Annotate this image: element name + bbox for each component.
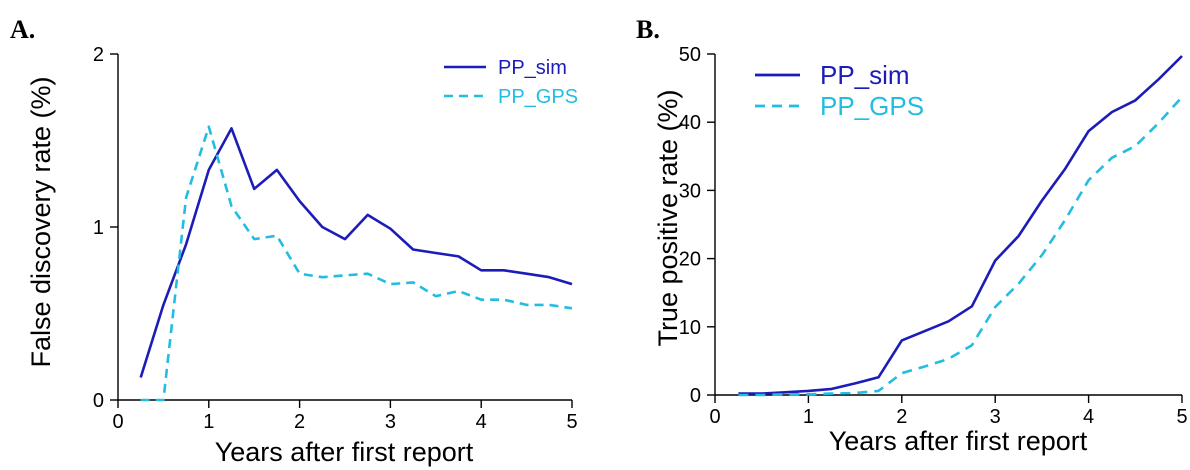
panel-b-series-pp-gps-line bbox=[738, 96, 1183, 397]
panel-a-series-pp-sim-line bbox=[139, 127, 573, 378]
panel-a-x-ticks: 0 1 2 3 4 5 bbox=[112, 400, 578, 433]
panel-b-y-tick-label: 50 bbox=[679, 44, 701, 66]
panel-a: A. 0 1 2 3 4 5 0 1 2 Years after first report F… bbox=[10, 15, 578, 467]
panel-b-y-tick-label: 10 bbox=[679, 317, 701, 339]
panel-b-series bbox=[738, 55, 1183, 397]
panel-b-series-pp-sim-line bbox=[738, 55, 1183, 395]
panel-a-x-tick-label: 3 bbox=[385, 411, 396, 433]
panel-a-y-axis-title: False discovery rate (%) bbox=[26, 76, 56, 367]
panel-a-y-tick-label: 0 bbox=[93, 390, 104, 412]
panel-b-x-tick-label: 5 bbox=[1176, 406, 1187, 428]
panel-a-legend-pp-gps-label: PP_GPS bbox=[498, 86, 578, 108]
panel-a-x-tick-label: 1 bbox=[203, 411, 214, 433]
panel-b-label: B. bbox=[636, 15, 660, 44]
panel-b-axes: 0 1 2 3 4 5 0 10 20 30 40 50 bbox=[679, 44, 1188, 428]
panel-a-y-tick-label: 1 bbox=[93, 217, 104, 239]
panel-b-x-tick-label: 4 bbox=[1083, 406, 1094, 428]
panel-a-label: A. bbox=[10, 15, 35, 44]
panel-b-y-tick-label: 20 bbox=[679, 249, 701, 271]
panel-a-x-tick-label: 2 bbox=[294, 411, 305, 433]
panel-b-x-ticks: 0 1 2 3 4 5 bbox=[709, 395, 1188, 428]
panel-b-y-tick-label: 0 bbox=[690, 385, 701, 407]
panel-b-legend-pp-sim-label: PP_sim bbox=[820, 60, 910, 90]
panel-a-series-pp-gps-line bbox=[140, 125, 573, 402]
panel-b-x-axis-title: Years after first report bbox=[829, 426, 1088, 456]
panel-a-x-tick-label: 4 bbox=[476, 411, 487, 433]
panel-b-x-tick-label: 1 bbox=[803, 406, 814, 428]
panel-a-legend-pp-sim-label: PP_sim bbox=[498, 57, 567, 79]
panel-a-x-tick-label: 5 bbox=[566, 411, 577, 433]
panel-b-x-tick-label: 2 bbox=[896, 406, 907, 428]
panel-b-legend-pp-gps-label: PP_GPS bbox=[820, 91, 924, 121]
panel-b-y-axis-title: True positive rate (%) bbox=[653, 89, 683, 346]
panel-b-x-tick-label: 3 bbox=[990, 406, 1001, 428]
panel-a-x-tick-label: 0 bbox=[112, 411, 123, 433]
panel-b-y-tick-label: 30 bbox=[679, 180, 701, 202]
panel-b: B. 0 1 2 3 4 5 0 10 20 30 40 50 Years after first … bbox=[636, 15, 1188, 456]
panel-a-series bbox=[139, 125, 573, 402]
panel-a-y-ticks: 0 1 2 bbox=[93, 44, 118, 412]
panel-b-y-ticks: 0 10 20 30 40 50 bbox=[679, 44, 715, 407]
panel-b-y-tick-label: 40 bbox=[679, 112, 701, 134]
panel-a-y-tick-label: 2 bbox=[93, 44, 104, 66]
panel-a-legend: PP_sim PP_GPS bbox=[444, 57, 578, 108]
panel-a-x-axis-title: Years after first report bbox=[215, 437, 474, 467]
panel-b-legend: PP_sim PP_GPS bbox=[755, 60, 924, 121]
panel-a-axes: 0 1 2 3 4 5 0 1 2 bbox=[93, 44, 578, 433]
panel-b-x-tick-label: 0 bbox=[709, 406, 720, 428]
